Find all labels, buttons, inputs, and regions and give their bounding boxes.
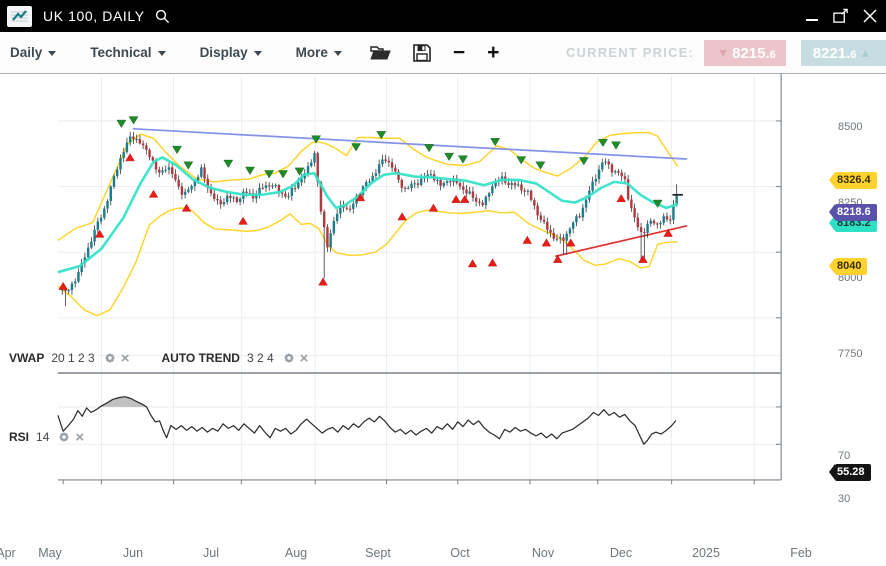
- autotrend-remove-icon[interactable]: ×: [299, 349, 309, 367]
- zoom-out-button[interactable]: −: [452, 40, 466, 64]
- chart-canvas[interactable]: [0, 74, 886, 566]
- autotrend-indicator-params: 3 2 4: [246, 351, 274, 365]
- chart-area: VWAP 20 1 2 3 × AUTO TREND 3 2 4 × RSI 1…: [0, 74, 886, 566]
- vwap-settings-gear-icon[interactable]: [104, 352, 116, 364]
- buy-price-frac: 6: [850, 48, 857, 61]
- bollinger-bands: [57, 131, 679, 317]
- rsi-settings-gear-icon[interactable]: [58, 431, 70, 443]
- rsi-indicator-row: RSI 14 ×: [9, 428, 85, 446]
- menu-display-label: Display: [199, 45, 248, 60]
- open-chart-icon[interactable]: [370, 44, 391, 61]
- menu-display[interactable]: Display: [200, 45, 262, 60]
- save-icon[interactable]: [413, 43, 431, 62]
- vwap-indicator-label: VWAP: [9, 351, 45, 365]
- buy-price-button[interactable]: 8221. 6 ▲: [801, 40, 886, 66]
- search-icon[interactable]: [155, 9, 170, 24]
- vwap-line: [57, 156, 679, 274]
- window-titlebar: UK 100, DAILY: [0, 0, 886, 32]
- rsi-remove-icon[interactable]: ×: [75, 428, 85, 446]
- sell-price-frac: 6: [769, 48, 776, 61]
- close-icon[interactable]: [862, 8, 878, 24]
- zoom-in-button[interactable]: +: [487, 40, 500, 64]
- chevron-down-icon: [48, 51, 57, 56]
- gridlines: [57, 75, 782, 480]
- autotrend-indicator-label: AUTO TREND: [161, 351, 240, 365]
- rsi-indicator-params: 14: [36, 430, 50, 444]
- autotrend-settings-gear-icon[interactable]: [283, 352, 295, 364]
- auto-trendlines: [132, 127, 688, 258]
- chart-toolbar: Daily Technical Display More: [0, 32, 886, 74]
- vwap-indicator-row: VWAP 20 1 2 3 × AUTO TREND 3 2 4 ×: [9, 349, 309, 367]
- rsi-indicator-label: RSI: [9, 430, 30, 444]
- menu-more-label: More: [295, 45, 328, 60]
- arrow-down-icon: ▼: [717, 46, 730, 60]
- minimize-button[interactable]: [804, 8, 820, 24]
- current-price-label: CURRENT PRICE:: [565, 45, 694, 60]
- menu-timeframe[interactable]: Daily: [10, 45, 57, 60]
- chevron-down-icon: [157, 51, 166, 56]
- sell-price-button[interactable]: ▼ 8215. 6: [704, 40, 786, 66]
- chevron-down-icon: [333, 51, 342, 56]
- chart-line-icon: [7, 5, 32, 27]
- menu-more[interactable]: More: [296, 45, 342, 60]
- axes: [57, 74, 782, 485]
- popout-window-button[interactable]: [833, 8, 849, 24]
- menu-timeframe-label: Daily: [10, 45, 43, 60]
- sell-price-main: 8215.: [732, 44, 770, 62]
- signal-markers: [58, 116, 673, 290]
- menu-technical[interactable]: Technical: [90, 45, 166, 60]
- menu-technical-label: Technical: [90, 45, 152, 60]
- vwap-indicator-params: 20 1 2 3: [51, 351, 95, 365]
- buy-price-main: 8221.: [812, 44, 851, 62]
- vwap-remove-icon[interactable]: ×: [120, 349, 130, 367]
- arrow-up-icon: ▲: [859, 46, 872, 60]
- rsi-pane: [57, 396, 677, 445]
- chart-title: UK 100, DAILY: [43, 8, 145, 24]
- chevron-down-icon: [253, 51, 262, 56]
